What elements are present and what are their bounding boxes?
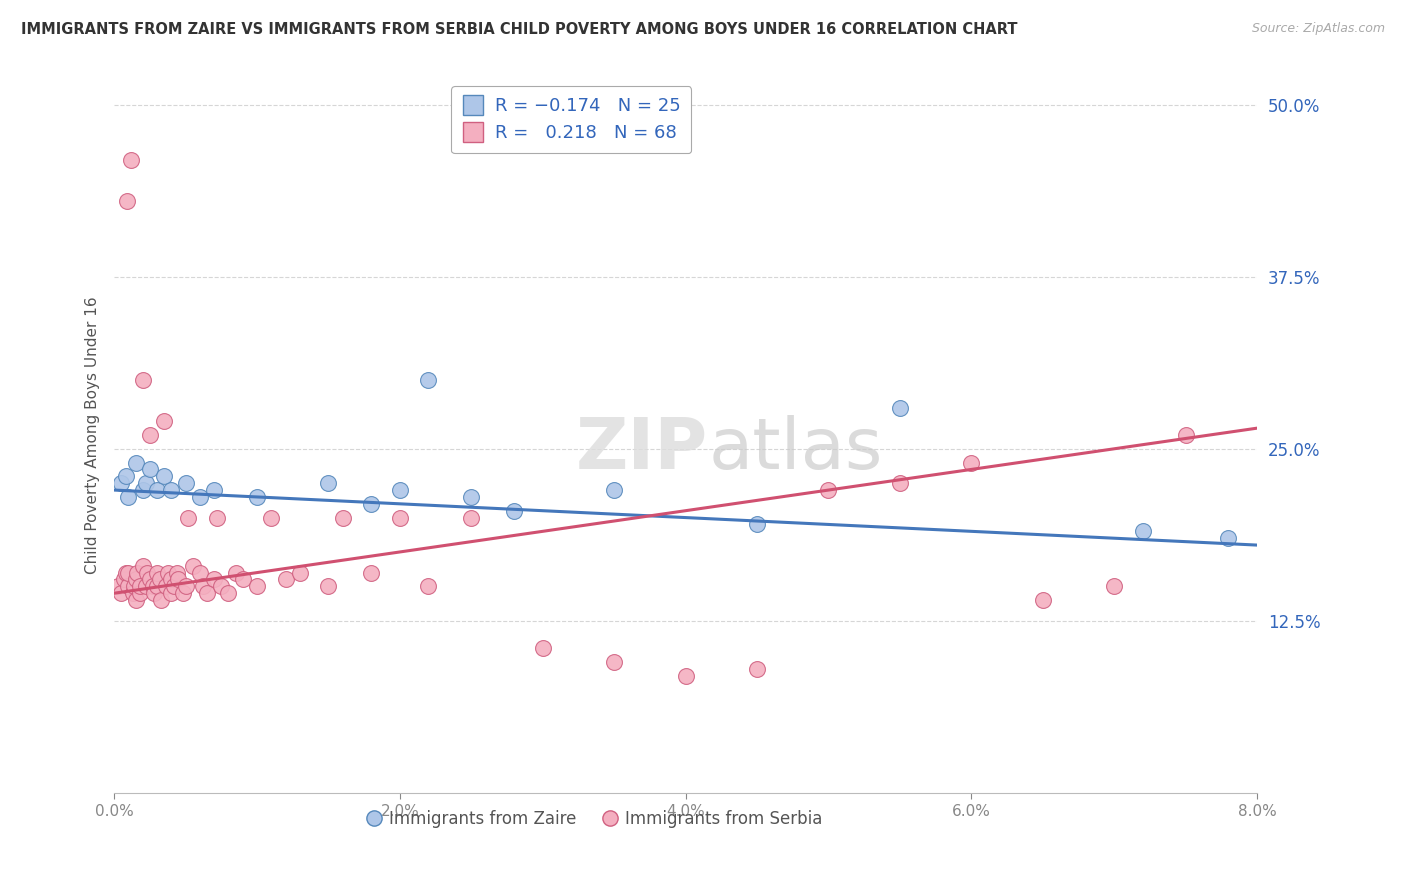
Legend: Immigrants from Zaire, Immigrants from Serbia: Immigrants from Zaire, Immigrants from S… (360, 803, 830, 834)
Text: ZIP: ZIP (576, 415, 709, 483)
Point (889, 476, 911, 491)
Point (745, 517, 768, 532)
Point (146, 566, 169, 580)
Point (202, 573, 225, 587)
Point (1218, 531, 1240, 545)
Point (139, 462, 162, 476)
Point (889, 401, 911, 415)
Point (1132, 524, 1154, 539)
Point (174, 579, 197, 593)
Point (817, 483, 839, 497)
Point (124, 593, 146, 607)
Point (132, 373, 155, 387)
Point (120, 153, 142, 167)
Point (172, 586, 194, 600)
Point (115, 194, 138, 209)
Point (181, 558, 204, 573)
Point (288, 566, 311, 580)
Point (232, 573, 254, 587)
Point (124, 573, 146, 587)
Point (160, 483, 183, 497)
Text: IMMIGRANTS FROM ZAIRE VS IMMIGRANTS FROM SERBIA CHILD POVERTY AMONG BOYS UNDER 1: IMMIGRANTS FROM ZAIRE VS IMMIGRANTS FROM… (21, 22, 1018, 37)
Point (155, 579, 177, 593)
Point (1174, 428, 1197, 442)
Point (531, 641, 554, 656)
Point (150, 593, 173, 607)
Point (460, 510, 482, 524)
Point (121, 586, 143, 600)
Text: atlas: atlas (709, 415, 883, 483)
Point (117, 566, 139, 580)
Point (125, 566, 148, 580)
Point (163, 579, 186, 593)
Point (160, 573, 183, 587)
Point (143, 586, 166, 600)
Point (132, 558, 155, 573)
Point (153, 414, 176, 428)
Point (110, 476, 132, 491)
Point (146, 483, 169, 497)
Point (246, 490, 269, 504)
Point (135, 579, 157, 593)
Point (107, 579, 129, 593)
Point (217, 586, 239, 600)
Point (146, 579, 169, 593)
Point (149, 573, 172, 587)
Point (112, 573, 135, 587)
Point (129, 579, 152, 593)
Point (246, 579, 269, 593)
Point (166, 566, 188, 580)
Point (418, 373, 440, 387)
Point (1102, 579, 1125, 593)
Point (157, 566, 180, 580)
Point (122, 579, 145, 593)
Point (318, 579, 340, 593)
Y-axis label: Child Poverty Among Boys Under 16: Child Poverty Among Boys Under 16 (86, 296, 100, 574)
Point (132, 483, 155, 497)
Point (209, 579, 232, 593)
Point (745, 662, 768, 676)
Point (274, 573, 297, 587)
Point (188, 490, 211, 504)
Text: Source: ZipAtlas.com: Source: ZipAtlas.com (1251, 22, 1385, 36)
Point (318, 476, 340, 491)
Point (124, 456, 146, 470)
Point (160, 586, 183, 600)
Point (503, 504, 526, 518)
Point (388, 510, 411, 524)
Point (460, 490, 482, 504)
Point (167, 573, 190, 587)
Point (117, 579, 139, 593)
Point (388, 483, 411, 497)
Point (110, 586, 132, 600)
Point (225, 566, 247, 580)
Point (135, 476, 157, 491)
Point (114, 566, 136, 580)
Point (603, 483, 626, 497)
Point (139, 573, 162, 587)
Point (360, 566, 382, 580)
Point (1032, 593, 1054, 607)
Point (205, 510, 228, 524)
Point (675, 669, 697, 683)
Point (114, 469, 136, 483)
Point (139, 428, 162, 442)
Point (360, 497, 382, 511)
Point (332, 510, 354, 524)
Point (129, 586, 152, 600)
Point (260, 510, 283, 524)
Point (960, 456, 983, 470)
Point (195, 586, 218, 600)
Point (136, 566, 159, 580)
Point (418, 579, 440, 593)
Point (142, 579, 165, 593)
Point (603, 655, 626, 669)
Point (202, 483, 225, 497)
Point (188, 566, 211, 580)
Point (153, 469, 176, 483)
Point (177, 510, 200, 524)
Point (174, 476, 197, 491)
Point (191, 579, 214, 593)
Point (117, 490, 139, 504)
